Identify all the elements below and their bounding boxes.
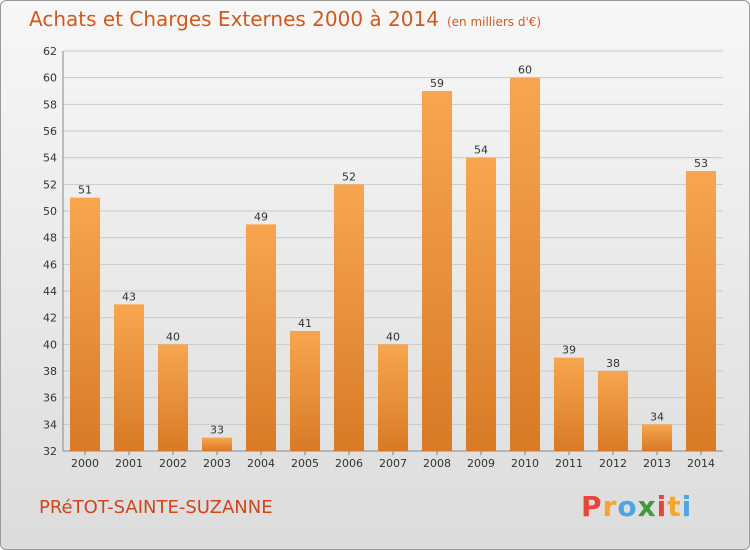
chart-title-text: Achats et Charges Externes 2000 à 2014	[29, 7, 439, 31]
bar-value-label: 41	[298, 317, 312, 330]
bar-value-label: 59	[430, 77, 444, 90]
bar	[466, 157, 496, 451]
bar-value-label: 39	[562, 344, 576, 357]
bar-value-label: 40	[166, 330, 180, 343]
bar	[70, 197, 100, 451]
bar	[290, 331, 320, 451]
y-tick-label: 44	[43, 285, 57, 298]
y-tick-label: 52	[43, 178, 57, 191]
bar	[422, 91, 452, 451]
bar-value-label: 60	[518, 64, 532, 77]
y-tick-label: 56	[43, 125, 57, 138]
x-tick-label: 2007	[379, 457, 407, 470]
y-tick-label: 62	[43, 45, 57, 58]
bar	[642, 424, 672, 451]
logo-letter: i	[656, 490, 668, 523]
bar-value-label: 40	[386, 330, 400, 343]
town-name: PRéTOT-SAINTE-SUZANNE	[39, 497, 273, 518]
x-tick-label: 2004	[247, 457, 275, 470]
bar	[246, 224, 276, 451]
bars	[70, 77, 716, 452]
x-tick-label: 2014	[687, 457, 715, 470]
x-tick-label: 2000	[71, 457, 99, 470]
bar	[686, 171, 716, 451]
bar-value-label: 38	[606, 357, 620, 370]
y-tick-label: 40	[43, 338, 57, 351]
x-tick-label: 2011	[555, 457, 583, 470]
bar	[510, 77, 540, 452]
logo-letter: r	[602, 490, 618, 523]
bar	[158, 344, 188, 451]
chart-unit: (en milliers d'€)	[446, 15, 542, 29]
x-tick-label: 2001	[115, 457, 143, 470]
x-tick-label: 2012	[599, 457, 627, 470]
bar	[554, 357, 584, 451]
bar-value-label: 34	[650, 410, 664, 423]
bar-value-label: 52	[342, 170, 356, 183]
logo-letter: P	[581, 490, 603, 523]
y-tick-label: 32	[43, 445, 57, 458]
x-tick-label: 2003	[203, 457, 231, 470]
bar	[378, 344, 408, 451]
y-tick-label: 54	[43, 152, 57, 165]
y-tick-label: 48	[43, 232, 57, 245]
x-tick-label: 2002	[159, 457, 187, 470]
bar-value-label: 33	[210, 424, 224, 437]
x-tick-label: 2006	[335, 457, 363, 470]
data-labels: 51 43 40 33 49 41 52 40 59 54 60 39 38 34 53	[78, 64, 708, 437]
logo-letter: o	[617, 490, 638, 523]
bar-value-label: 51	[78, 184, 92, 197]
logo-letter: i	[681, 490, 693, 523]
bar-value-label: 53	[694, 157, 708, 170]
logo-letter: t	[667, 490, 682, 523]
y-tick-label: 34	[43, 418, 57, 431]
bar	[598, 371, 628, 451]
bar-value-label: 54	[474, 144, 488, 157]
proxiti-logo: Proxiti	[581, 490, 692, 523]
y-tick-label: 42	[43, 312, 57, 325]
bar	[334, 184, 364, 452]
y-tick-label: 36	[43, 392, 57, 405]
y-tick-label: 46	[43, 258, 57, 271]
bar	[202, 437, 232, 451]
x-tick-label: 2005	[291, 457, 319, 470]
y-tick-label: 38	[43, 365, 57, 378]
x-tick-label: 2010	[511, 457, 539, 470]
x-tick-label: 2013	[643, 457, 671, 470]
logo-letter: x	[637, 490, 657, 523]
y-tick-label: 58	[43, 98, 57, 111]
bar-value-label: 49	[254, 210, 268, 223]
axes: 32 34 36 38 40 42 44 46 48 50 52 54 56 58 60 62 2000 2001…	[43, 45, 723, 470]
bar-value-label: 43	[122, 290, 136, 303]
bar	[114, 304, 144, 451]
x-tick-label: 2009	[467, 457, 495, 470]
y-tick-label: 50	[43, 205, 57, 218]
y-tick-label: 60	[43, 72, 57, 85]
chart-title: Achats et Charges Externes 2000 à 2014 (e…	[29, 7, 541, 31]
x-tick-label: 2008	[423, 457, 451, 470]
